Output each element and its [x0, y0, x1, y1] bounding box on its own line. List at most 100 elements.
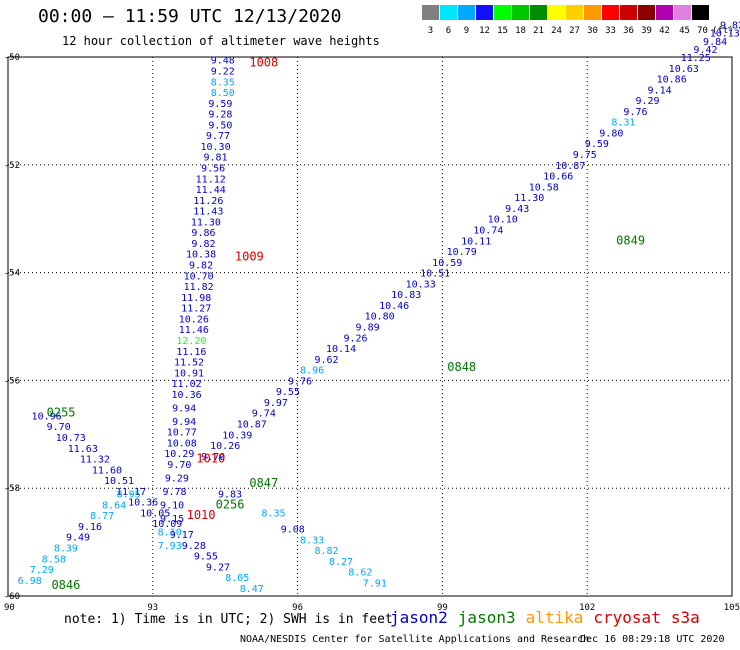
wave-height-label: 11.26 [193, 196, 223, 207]
legend-swatch [548, 5, 565, 20]
legend-swatch [620, 5, 637, 20]
wave-height-label: 8.39 [54, 543, 78, 554]
legend-label: 42 [659, 26, 670, 36]
pass-time-label: 0848 [447, 360, 476, 374]
wave-height-label: 10.79 [447, 247, 477, 258]
wave-height-label: 9.59 [585, 139, 609, 150]
wave-height-label: 9.50 [208, 120, 232, 131]
wave-height-label: 11.17 [116, 487, 146, 498]
wave-height-label: 10.59 [432, 258, 462, 269]
legend-label: 36 [623, 26, 634, 36]
wave-height-label: 10.91 [174, 368, 204, 379]
wave-height-label: 10.08 [167, 438, 197, 449]
wave-height-label: 8.95 [117, 490, 141, 501]
wave-height-label: 9.86 [191, 228, 215, 239]
legend-label: 45 [679, 26, 690, 36]
wave-height-label: 9.42 [693, 45, 717, 56]
wave-height-label: 9.16 [78, 522, 102, 533]
pass-time-label: 1009 [235, 249, 264, 263]
wave-height-label: 10.83 [391, 290, 421, 301]
wave-height-label: 11.25 [681, 53, 711, 64]
pass-time-label: 1010 [196, 452, 225, 466]
wave-height-label: 11.44 [196, 185, 226, 196]
wave-height-label: 10.87 [237, 420, 267, 431]
wave-height-label: 7.93 [158, 541, 182, 552]
wave-height-label: 9.29 [165, 473, 189, 484]
legend-swatch [710, 5, 727, 20]
wave-height-label: 10.14 [326, 344, 356, 355]
pass-time-label: 0849 [616, 233, 645, 247]
wave-height-label: 11.27 [181, 304, 211, 315]
footer-credit: NOAA/NESDIS Center for Satellite Applica… [240, 634, 590, 645]
wave-height-label: 7.91 [363, 579, 387, 590]
wave-height-label: 9.94 [172, 417, 196, 428]
wave-height-label: 9.10 [160, 500, 184, 511]
wave-height-label: 11.43 [193, 207, 223, 218]
legend-swatch [674, 5, 691, 20]
wave-height-label: 10.80 [365, 312, 395, 323]
wave-height-label: 10.26 [179, 314, 209, 325]
wave-height-label: 9.22 [211, 66, 235, 77]
y-tick-label: -60 [4, 592, 20, 602]
legend-swatch [422, 5, 439, 20]
wave-height-label: 9.70 [201, 452, 225, 463]
legend-label: 33 [605, 26, 616, 36]
wave-height-label: 8.47 [240, 584, 264, 595]
plot-frame [7, 56, 733, 597]
wave-height-label: 11.30 [191, 217, 221, 228]
chart-title: 00:00 – 11:59 UTC 12/13/2020 [38, 6, 342, 27]
legend-swatch [494, 5, 511, 20]
wave-height-label: 11.32 [80, 455, 110, 466]
wave-height-label: 9.26 [343, 333, 367, 344]
wave-height-label: 9.17 [170, 530, 194, 541]
wave-height-label: 9.94 [172, 403, 196, 414]
wave-height-label: 11.82 [184, 282, 214, 293]
wave-height-label: 9.15 [160, 514, 184, 525]
wave-height-label: 8.62 [348, 568, 372, 579]
x-tick-label: 99 [437, 603, 448, 613]
satellite-jason2: jason2 [390, 608, 448, 627]
wave-height-label: 10.33 [406, 279, 436, 290]
wave-height-label: 9.27 [206, 562, 230, 573]
wave-height-label: 9.82 [720, 21, 740, 32]
legend-label: 15 [497, 26, 508, 36]
wave-height-label: 9.77 [206, 131, 230, 142]
wave-height-label: 9.49 [66, 533, 90, 544]
y-tick-label: -58 [4, 484, 20, 494]
y-tick-label: -52 [4, 161, 20, 171]
wave-height-label: 10.87 [555, 161, 585, 172]
wave-height-label: 9.82 [189, 261, 213, 272]
wave-height-label: 8.35 [261, 508, 285, 519]
satellite-jason3: jason3 [457, 608, 516, 627]
wave-height-label: 11.46 [179, 325, 209, 336]
wave-height-label: 8.27 [329, 557, 353, 568]
wave-height-label: 9.55 [194, 552, 218, 563]
footer-note: note: 1) Time is in UTC; 2) SWH is in fe… [64, 612, 393, 627]
legend-label: 3 [427, 26, 434, 36]
wave-height-label: 10.77 [167, 428, 197, 439]
wave-height-label: 8.58 [42, 554, 66, 565]
satellite-s3a: s3a [670, 608, 700, 627]
wave-height-label: 9.76 [288, 376, 312, 387]
wave-height-label: 11.60 [92, 465, 122, 476]
wave-height-label: 10.09 [152, 519, 182, 530]
wave-height-label: 8.96 [300, 366, 324, 377]
wave-height-label: 9.28 [208, 110, 232, 121]
wave-height-label: 10.51 [104, 476, 134, 487]
wave-height-label: 9.83 [218, 490, 242, 501]
wave-height-label: 6.98 [18, 576, 42, 587]
legend-swatch [692, 5, 709, 20]
wave-height-label: 10.38 [186, 250, 216, 261]
legend-swatch [656, 5, 673, 20]
wave-height-label: 11.16 [176, 347, 206, 358]
wave-height-label: 10.96 [32, 411, 62, 422]
legend-label: 6 [445, 26, 452, 36]
wave-height-label: 9.80 [599, 128, 623, 139]
wave-height-label: 11.98 [181, 293, 211, 304]
wave-height-label: 8.31 [611, 118, 635, 129]
wave-height-label: 9.81 [203, 153, 227, 164]
wave-height-label: 10.11 [461, 236, 491, 247]
wave-height-label: 10.05 [140, 508, 170, 519]
footer-timestamp: Dec 16 08:29:18 UTC 2020 [580, 634, 725, 645]
legend-swatch [566, 5, 583, 20]
